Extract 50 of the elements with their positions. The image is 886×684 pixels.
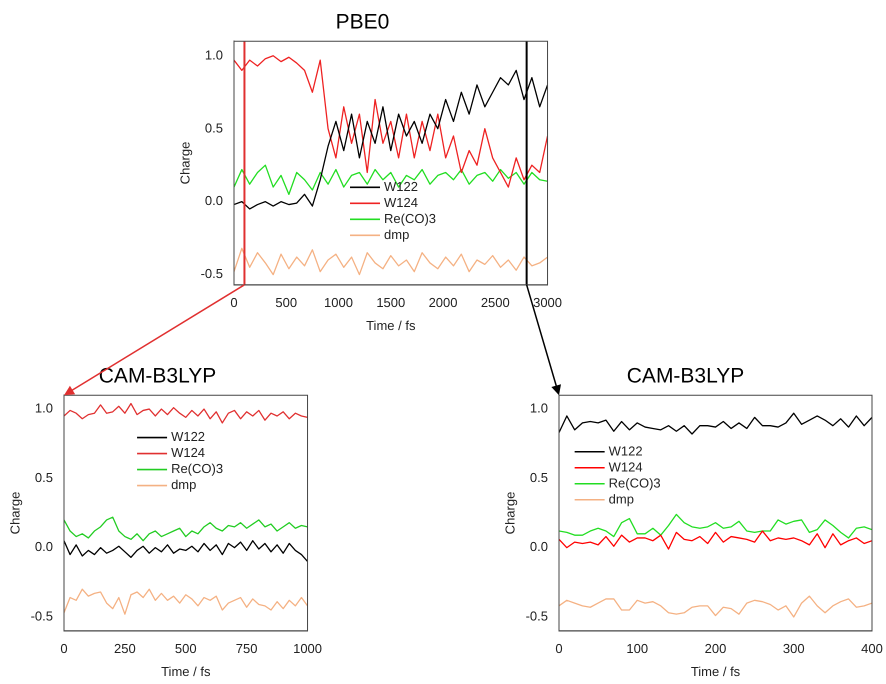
- legend-label: Re(CO)3: [384, 210, 436, 226]
- x-tick-label: 500: [174, 641, 197, 656]
- legend-label: W124: [171, 445, 206, 460]
- legend-label: dmp: [608, 491, 634, 506]
- x-tick-label: 0: [555, 641, 563, 656]
- y-tick-label: -0.5: [526, 608, 548, 624]
- x-tick-label: 200: [704, 641, 726, 656]
- x-tick-label: 1000: [293, 641, 322, 656]
- y-tick-label: 0.5: [204, 120, 223, 136]
- x-tick-label: 250: [114, 641, 136, 656]
- legend-label: Re(CO)3: [171, 461, 224, 476]
- x-tick-label: 300: [782, 641, 805, 656]
- y-axis-title: Charge: [7, 492, 22, 534]
- x-tick-label: 0: [60, 641, 68, 656]
- y-tick-label: 0.0: [34, 539, 53, 554]
- legend-label: Re(CO)3: [608, 475, 661, 490]
- x-tick-label: 100: [626, 641, 648, 656]
- y-tick-label: 0.0: [204, 193, 223, 208]
- y-axis-title: Charge: [502, 492, 518, 534]
- y-tick-label: 1.0: [204, 47, 223, 62]
- x-tick-label: 400: [861, 641, 883, 656]
- legend-label: W124: [608, 459, 643, 474]
- y-tick-label: 1.0: [34, 400, 53, 416]
- chart-title: PBE0: [336, 10, 390, 34]
- legend-label: dmp: [384, 226, 410, 242]
- legend-label: W124: [384, 194, 418, 210]
- x-tick-label: 2500: [480, 295, 510, 310]
- x-tick-label: 0: [230, 295, 238, 310]
- legend-label: W122: [608, 443, 643, 458]
- legend-label: W122: [171, 429, 206, 444]
- x-tick-label: 3000: [533, 295, 562, 310]
- y-tick-label: -0.5: [30, 608, 53, 624]
- legend-label: dmp: [171, 477, 196, 492]
- x-tick-label: 500: [275, 295, 298, 310]
- x-tick-label: 2000: [428, 295, 458, 310]
- y-tick-label: 0.0: [530, 539, 548, 554]
- x-tick-label: 1500: [376, 295, 406, 310]
- chart-title: CAM-B3LYP: [98, 364, 216, 388]
- y-tick-label: -0.5: [200, 266, 223, 282]
- chart-title: CAM-B3LYP: [626, 364, 744, 388]
- y-tick-label: 0.5: [530, 470, 548, 485]
- y-tick-label: 0.5: [34, 470, 53, 485]
- y-tick-label: 1.0: [530, 400, 548, 416]
- legend-label: W122: [384, 178, 418, 194]
- y-axis-title: Charge: [177, 142, 192, 184]
- x-axis-title: Time / fs: [366, 318, 416, 333]
- x-tick-label: 1000: [324, 295, 353, 310]
- x-axis-title: Time / fs: [161, 664, 211, 679]
- x-tick-label: 750: [236, 641, 258, 656]
- x-axis-title: Time / fs: [690, 664, 741, 679]
